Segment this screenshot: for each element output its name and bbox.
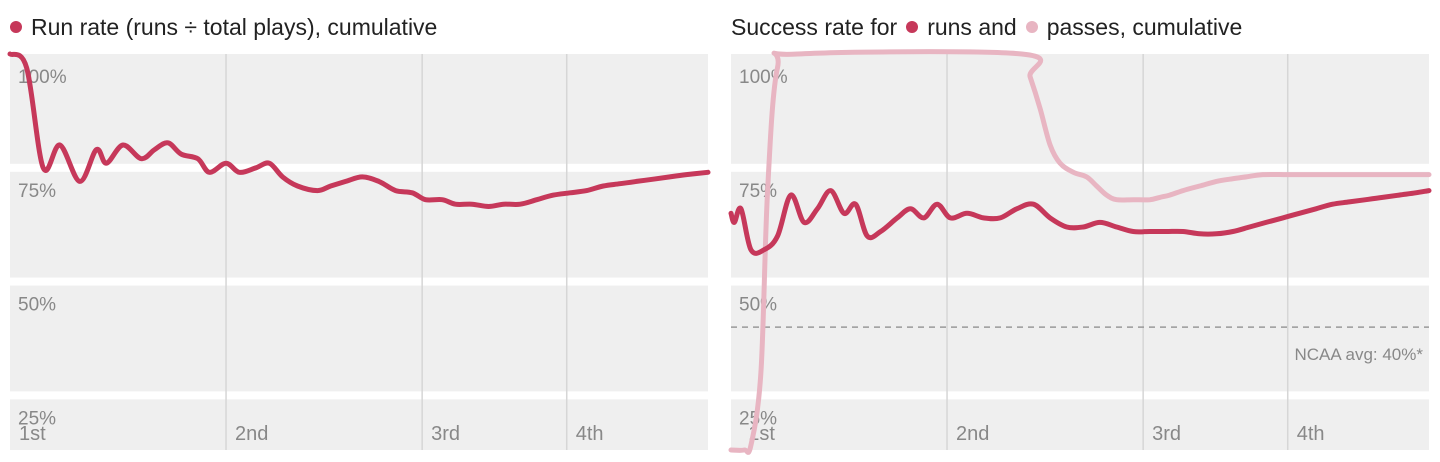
y-tick-label: 75% — [18, 181, 56, 202]
success-rate-title-passes: passes, cumulative — [1046, 13, 1243, 40]
quarter-label: 1st — [19, 423, 46, 445]
run-rate-title-text: Run rate (runs ÷ total plays), cumulativ… — [31, 13, 438, 40]
y-tick-label: 100% — [739, 67, 788, 88]
quarter-label: 2nd — [235, 423, 268, 445]
grid-band — [10, 285, 708, 392]
success-rate-title: Success rate for runs and passes, cumula… — [731, 10, 1242, 44]
grid-band — [10, 54, 708, 164]
success-rate-title-prefix: Success rate for — [731, 13, 898, 40]
grid-band — [731, 285, 1429, 392]
passes-legend-dot — [1025, 21, 1038, 33]
run-rate-chart: 100%75%50%25%1st 2nd 3rd 4th — [7, 51, 711, 450]
runs-legend-dot — [906, 21, 919, 33]
passes-series-line — [728, 49, 1432, 455]
run-rate-panel: Run rate (runs ÷ total plays), cumulativ… — [7, 0, 711, 462]
runs-series-line — [728, 188, 1432, 256]
success-rate-title-runs: runs and — [927, 13, 1017, 40]
y-tick-label: 50% — [739, 295, 777, 316]
grid-band — [731, 54, 1429, 164]
y-tick-label: 25% — [18, 408, 56, 429]
quarter-label: 3rd — [431, 423, 460, 445]
grid-band — [731, 399, 1429, 450]
y-tick-label: 75% — [739, 181, 777, 202]
ncaa-average-label: NCAA avg: 40%* — [1294, 345, 1423, 364]
quarter-label: 3rd — [1152, 423, 1181, 445]
run-rate-title: Run rate (runs ÷ total plays), cumulativ… — [10, 10, 437, 44]
quarter-label: 2nd — [956, 423, 989, 445]
runs-legend-dot — [10, 21, 22, 33]
quarter-label: 4th — [1297, 423, 1325, 445]
success-rate-panel: Success rate for runs and passes, cumula… — [728, 0, 1432, 462]
y-tick-label: 50% — [18, 295, 56, 316]
grid-band — [731, 171, 1429, 278]
grid-band — [10, 399, 708, 450]
quarter-label: 4th — [576, 423, 604, 445]
runs-series-line — [7, 51, 711, 209]
